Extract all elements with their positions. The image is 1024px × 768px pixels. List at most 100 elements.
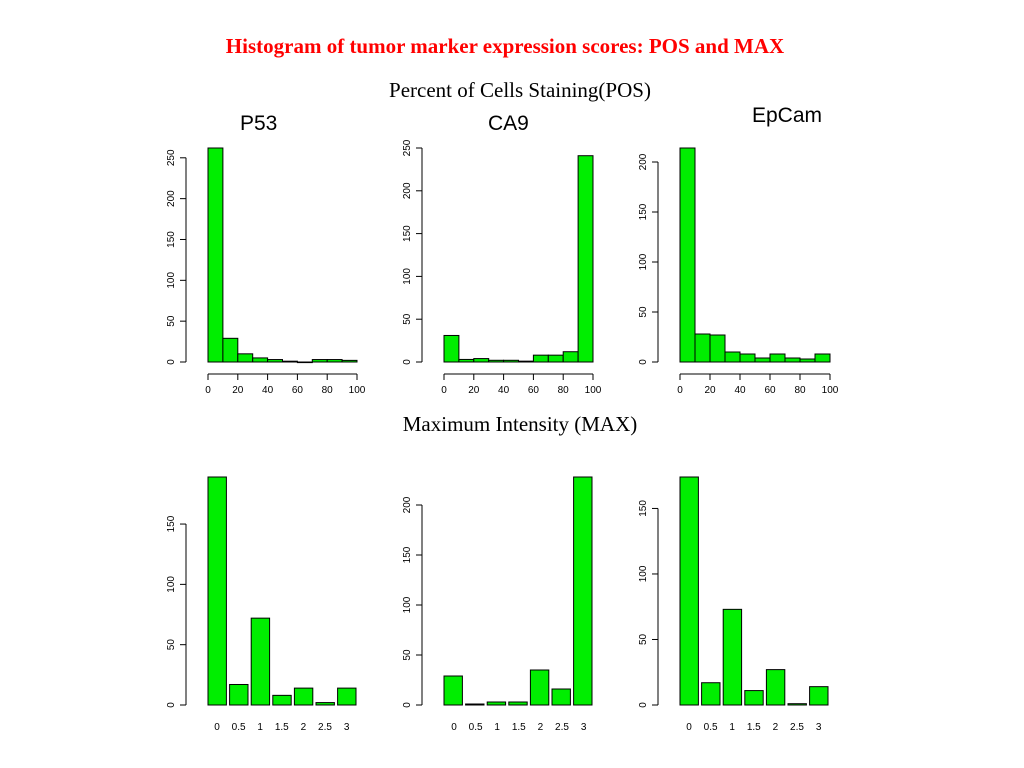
y-tick-label: 250 <box>166 149 177 166</box>
histogram-bar <box>488 359 505 363</box>
panel-title-p53: P53 <box>240 112 278 135</box>
histogram-bar <box>532 354 549 363</box>
x-tick-label: 20 <box>232 385 244 396</box>
panel-title-epcam: EpCam <box>752 104 823 127</box>
histogram-bar <box>709 334 726 363</box>
histogram-bar <box>341 359 358 363</box>
histogram-bar <box>679 476 699 706</box>
x-tick-label: 0 <box>441 385 447 396</box>
histogram-bar <box>744 690 764 706</box>
y-tick-label: 0 <box>166 702 177 708</box>
x-tick-label: 20 <box>704 385 716 396</box>
x-tick-label: 60 <box>292 385 304 396</box>
histogram-bar <box>739 353 756 363</box>
histogram-bar <box>282 360 298 363</box>
y-tick-label: 0 <box>402 702 413 708</box>
x-tick-label: 40 <box>262 385 274 396</box>
y-tick-label: 200 <box>166 190 177 207</box>
x-tick-label: 2 <box>538 722 544 733</box>
section-title-max: Maximum Intensity (MAX) <box>402 412 638 436</box>
x-tick-label: 2 <box>773 722 779 733</box>
y-tick-label: 200 <box>402 182 413 199</box>
y-tick-label: 250 <box>402 139 413 156</box>
histogram-bar <box>809 686 829 706</box>
figure-title: Histogram of tumor marker expression sco… <box>225 34 785 58</box>
x-tick-label: 2.5 <box>318 722 332 733</box>
histogram-bar <box>326 359 343 363</box>
y-tick-label: 0 <box>638 359 649 365</box>
histogram-bar <box>250 617 271 706</box>
x-tick-label: 1 <box>494 722 500 733</box>
x-tick-label: 100 <box>585 385 602 396</box>
histogram-bar <box>465 703 485 706</box>
histogram-bar <box>229 683 249 706</box>
x-tick-label: 0 <box>677 385 683 396</box>
y-tick-label: 100 <box>638 565 649 582</box>
y-tick-label: 50 <box>402 649 413 661</box>
panel-title-ca9: CA9 <box>488 112 529 135</box>
histogram-bar <box>724 351 741 363</box>
y-tick-label: 100 <box>166 576 177 593</box>
y-tick-label: 150 <box>166 515 177 532</box>
histogram-bar <box>573 476 593 706</box>
histogram-bar <box>458 358 475 363</box>
x-tick-label: 60 <box>528 385 540 396</box>
x-tick-label: 1 <box>257 722 263 733</box>
y-tick-label: 50 <box>166 639 177 651</box>
histogram-bar <box>551 688 571 706</box>
x-tick-label: 100 <box>822 385 839 396</box>
histogram-bar <box>765 669 786 706</box>
y-tick-label: 150 <box>638 500 649 517</box>
y-tick-label: 50 <box>166 315 177 327</box>
x-tick-label: 100 <box>349 385 366 396</box>
x-tick-label: 40 <box>498 385 510 396</box>
y-tick-label: 150 <box>402 225 413 242</box>
x-tick-label: 40 <box>734 385 746 396</box>
x-tick-label: 0 <box>214 722 220 733</box>
x-tick-label: 80 <box>322 385 334 396</box>
histogram-bar <box>473 358 490 363</box>
histogram-bar <box>769 353 786 363</box>
y-tick-label: 50 <box>638 633 649 645</box>
histogram-bar <box>272 694 292 706</box>
histogram-bar <box>722 608 743 706</box>
y-tick-label: 200 <box>638 153 649 170</box>
section-title-pos: Percent of Cells Staining(POS) <box>389 78 651 102</box>
histogram-bar <box>267 359 284 363</box>
y-tick-label: 200 <box>402 496 413 513</box>
histogram-bar <box>679 147 696 363</box>
y-tick-label: 50 <box>638 306 649 318</box>
x-tick-label: 3 <box>816 722 822 733</box>
y-tick-label: 0 <box>402 359 413 365</box>
x-tick-label: 0.5 <box>232 722 246 733</box>
y-tick-label: 100 <box>638 253 649 270</box>
histogram-bar <box>518 360 534 363</box>
x-tick-label: 1.5 <box>275 722 289 733</box>
histogram-bar <box>311 359 328 363</box>
y-tick-label: 150 <box>402 546 413 563</box>
x-tick-label: 0 <box>205 385 211 396</box>
x-tick-label: 0 <box>686 722 692 733</box>
x-tick-label: 1.5 <box>747 722 761 733</box>
histogram-bar <box>222 337 239 363</box>
histogram-bar <box>562 351 579 363</box>
y-tick-label: 100 <box>402 268 413 285</box>
x-tick-label: 1.5 <box>512 722 526 733</box>
histogram-bar <box>814 353 831 363</box>
histogram-bar <box>787 703 807 706</box>
histogram-bar <box>252 357 269 363</box>
x-tick-label: 2 <box>301 722 307 733</box>
histogram-bar <box>547 354 564 363</box>
x-tick-label: 2.5 <box>555 722 569 733</box>
histogram-bar <box>293 687 314 706</box>
histogram-bar <box>443 334 460 363</box>
y-tick-label: 0 <box>166 359 177 365</box>
histogram-bar <box>296 361 313 364</box>
x-tick-label: 3 <box>344 722 350 733</box>
x-tick-label: 0 <box>451 722 457 733</box>
y-tick-label: 50 <box>402 313 413 325</box>
histogram-bar <box>443 675 463 706</box>
x-tick-label: 1 <box>729 722 735 733</box>
y-tick-label: 150 <box>638 203 649 220</box>
x-tick-label: 80 <box>794 385 806 396</box>
